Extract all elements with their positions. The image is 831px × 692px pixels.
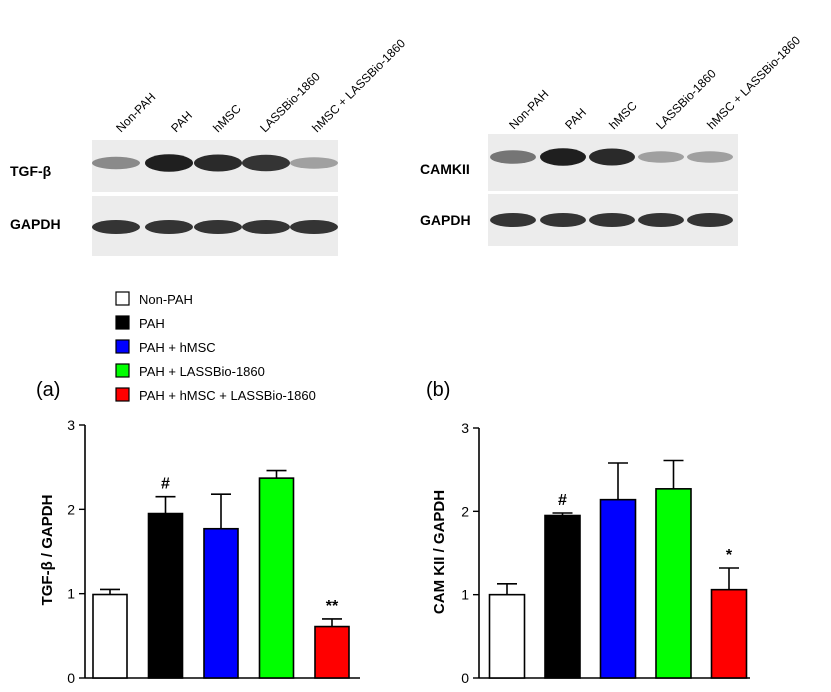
blot-right-row-label-target: CAMKII [420, 161, 470, 177]
chart-camkii-bar [544, 514, 581, 679]
panel-label-b: (b) [426, 379, 450, 401]
legend-item: PAH + LASSBio-1860 [115, 363, 265, 379]
legend-swatch [115, 387, 130, 402]
chart-camkii: CAM KII / GAPDH 0 1 2 3 # * [431, 420, 750, 686]
chart-tgf-beta: TGF-β / GAPDH 0 1 2 3 # ** [39, 417, 360, 686]
blot-right-lane-label: hMSC + LASSBio-1860 [704, 33, 803, 132]
blot-left-lane-label: Non-PAH [113, 90, 158, 135]
legend-item: PAH + hMSC [115, 339, 216, 355]
blot-right-row-label-control: GAPDH [420, 212, 471, 228]
legend-label: PAH + hMSC + LASSBio-1860 [139, 388, 316, 403]
chart-tgf-beta-y-tick-label: 2 [67, 501, 75, 517]
chart-tgf-beta-y-tick-label: 3 [67, 417, 75, 433]
legend-label: PAH + hMSC [139, 340, 216, 355]
chart-tgf-beta-bar [92, 593, 128, 679]
chart-camkii-bar [488, 593, 526, 679]
blot-left-band-control [290, 220, 338, 234]
blot-right-band-target [589, 148, 635, 166]
blot-right-lane-label: hMSC [606, 98, 640, 132]
legend-label: Non-PAH [139, 292, 193, 307]
blot-right-bands [490, 148, 733, 227]
blot-left-band-control [92, 220, 140, 234]
legend-item: PAH [115, 315, 165, 331]
chart-camkii-y-tick-label: 2 [461, 503, 469, 519]
legend-swatch [115, 291, 130, 306]
panel-label-a: (a) [36, 379, 60, 401]
blot-right-band-target [687, 151, 733, 163]
blot-left-row-label-control: GAPDH [10, 216, 61, 232]
legend-swatch [115, 363, 130, 378]
chart-tgf-beta-significance-mark: ** [326, 598, 339, 615]
blot-left-lane-label: hMSC [210, 101, 244, 135]
blot-right-band-target [540, 148, 586, 166]
chart-camkii-significance-mark: # [558, 492, 567, 509]
chart-camkii-y-tick-label: 0 [461, 670, 469, 686]
blot-left-lane-label: PAH [168, 108, 195, 135]
blot-right-band-control [540, 213, 586, 227]
chart-camkii-bar [599, 498, 637, 679]
blot-left-band-target [145, 154, 193, 172]
chart-camkii-y-tick-label: 3 [461, 420, 469, 436]
blot-left-lane-label: hMSC + LASSBio-1860 [309, 36, 408, 135]
legend-swatch [115, 315, 130, 330]
chart-tgf-beta-y-tick-label: 1 [67, 586, 75, 602]
chart-camkii-bar [655, 488, 692, 679]
legend: Non-PAH PAH PAH + hMSC PAH + LASSBio-186… [115, 291, 316, 403]
legend-swatch [115, 339, 130, 354]
blot-left-band-target [290, 157, 338, 169]
legend-label: PAH + LASSBio-1860 [139, 364, 265, 379]
blot-left-bands [92, 154, 338, 234]
legend-item: PAH + hMSC + LASSBio-1860 [115, 387, 316, 403]
blot-left: Non-PAH PAH hMSC LASSBio-1860 hMSC + LAS… [10, 36, 408, 256]
chart-camkii-ylabel: CAM KII / GAPDH [431, 490, 448, 614]
blot-left-band-control [242, 220, 290, 234]
blot-right-band-control [490, 213, 536, 227]
blot-right-band-target [638, 151, 684, 163]
blot-right-band-target [490, 150, 536, 164]
chart-tgf-beta-bar [314, 625, 350, 679]
blot-left-band-target [194, 154, 242, 172]
blot-right-lane-labels: Non-PAH PAH hMSC LASSBio-1860 hMSC + LAS… [506, 33, 803, 132]
blot-right-lane-label: PAH [562, 105, 589, 132]
blot-right-band-control [687, 213, 733, 227]
blot-left-lane-labels: Non-PAH PAH hMSC LASSBio-1860 hMSC + LAS… [113, 36, 408, 135]
chart-tgf-beta-bar [203, 527, 239, 679]
chart-tgf-beta-ylabel: TGF-β / GAPDH [39, 495, 56, 606]
blot-right-lane-label: Non-PAH [506, 87, 551, 132]
blot-right: Non-PAH PAH hMSC LASSBio-1860 hMSC + LAS… [420, 33, 803, 246]
chart-camkii-bar [710, 588, 748, 679]
blot-left-band-control [145, 220, 193, 234]
blot-right-band-control [638, 213, 684, 227]
chart-tgf-beta-bar [258, 477, 295, 679]
blot-right-band-control [589, 213, 635, 227]
chart-camkii-y-tick-label: 1 [461, 587, 469, 603]
legend-label: PAH [139, 316, 165, 331]
chart-camkii-significance-mark: * [726, 547, 733, 564]
blot-left-band-target [92, 156, 140, 170]
blot-left-band-control [194, 220, 242, 234]
legend-item: Non-PAH [115, 291, 193, 307]
blot-left-row-label-target: TGF-β [10, 163, 52, 179]
chart-tgf-beta-bar [147, 512, 184, 679]
chart-tgf-beta-significance-mark: # [161, 476, 170, 493]
chart-tgf-beta-y-tick-label: 0 [67, 670, 75, 686]
blot-left-band-target [242, 154, 290, 172]
